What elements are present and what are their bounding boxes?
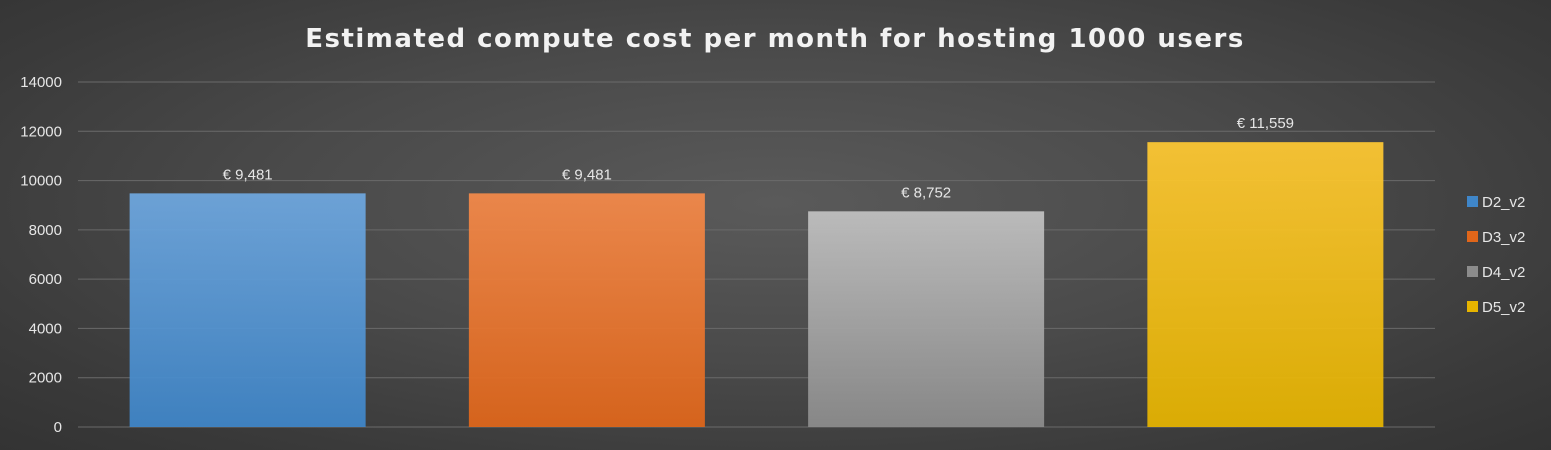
bar-d5-v2: [1147, 142, 1384, 428]
data-label: € 8,752: [901, 184, 951, 201]
legend-swatch: [1467, 301, 1478, 312]
legend-label: D5_v2: [1482, 299, 1525, 316]
y-tick-label: 10000: [20, 173, 62, 190]
y-tick-label: 8000: [29, 222, 62, 239]
y-tick-label: 2000: [29, 370, 62, 387]
y-tick-label: 0: [54, 419, 62, 436]
bar-d4-v2: [808, 211, 1045, 427]
bar-d2-v2: [129, 193, 366, 427]
chart-title: Estimated compute cost per month for hos…: [305, 24, 1245, 54]
legend-label: D4_v2: [1482, 264, 1525, 281]
y-tick-label: 14000: [20, 74, 62, 91]
legend-swatch: [1467, 266, 1478, 277]
y-axis-ticks: 0 2000 4000 6000 8000 10000 12000 14000: [20, 74, 62, 436]
bar-d3-v2: [468, 193, 705, 427]
data-label: € 9,481: [223, 166, 273, 183]
legend-label: D3_v2: [1482, 229, 1525, 246]
legend-swatch: [1467, 196, 1478, 207]
data-labels: € 9,481 € 9,481 € 8,752 € 11,559: [223, 115, 1294, 201]
y-tick-label: 4000: [29, 320, 62, 337]
y-tick-label: 6000: [29, 271, 62, 288]
legend: D2_v2 D3_v2 D4_v2 D5_v2: [1467, 194, 1525, 316]
legend-label: D2_v2: [1482, 194, 1525, 211]
data-label: € 11,559: [1237, 115, 1294, 132]
y-tick-label: 12000: [20, 123, 62, 140]
data-label: € 9,481: [562, 166, 612, 183]
legend-swatch: [1467, 231, 1478, 242]
bars: [129, 142, 1384, 428]
